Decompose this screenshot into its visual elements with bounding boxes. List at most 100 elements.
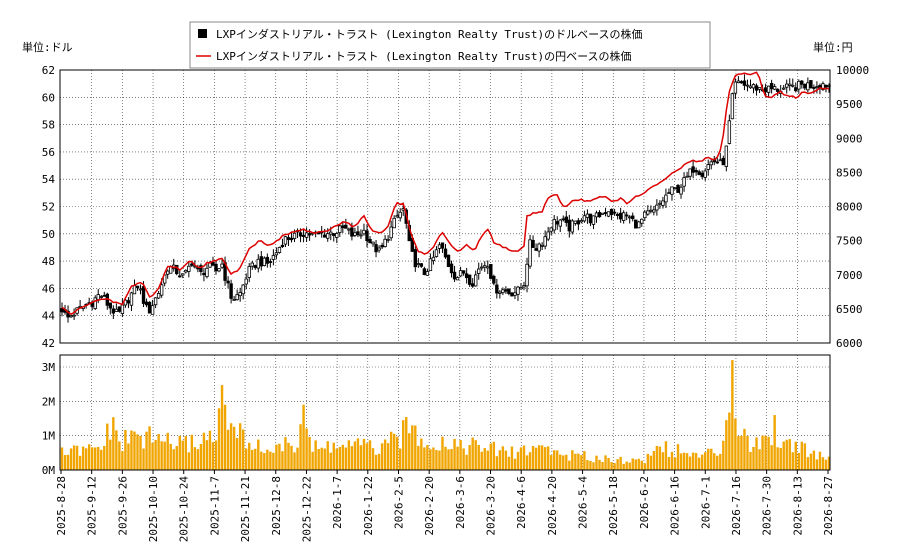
volume-bar	[127, 443, 130, 470]
candle-body	[147, 301, 152, 314]
volume-bar	[260, 451, 263, 470]
left-tick-label: 58	[42, 119, 55, 132]
volume-bar	[245, 448, 248, 470]
volume-axis-ticks: 0M 1M 2M 3M	[42, 361, 56, 477]
x-tick-label: 2026-3-20	[485, 476, 498, 536]
volume-bar	[344, 447, 348, 470]
volume-bar	[622, 463, 625, 470]
volume-bar	[574, 453, 577, 470]
volume-bar	[160, 441, 163, 470]
candle-body	[446, 254, 451, 267]
candle-body	[398, 211, 402, 219]
candle-body	[700, 172, 704, 177]
candle-body	[745, 84, 750, 87]
candle-body	[126, 300, 131, 304]
volume-bar	[257, 439, 260, 470]
volume-bar	[583, 451, 586, 470]
left-axis-ticks: 42 44 46 48 50 52 54 56 58 60 62	[42, 64, 56, 350]
volume-bar	[565, 454, 568, 470]
candle-body	[612, 211, 617, 214]
candle-body	[123, 299, 128, 306]
candle-body	[66, 310, 70, 318]
volume-bar	[734, 418, 737, 470]
candle-body	[588, 213, 593, 224]
candle-body	[525, 263, 529, 287]
candle-body	[96, 294, 100, 300]
candle-body	[329, 231, 333, 235]
volume-bar	[716, 455, 719, 470]
candle-body	[102, 294, 106, 297]
candle-body	[788, 83, 792, 86]
candle-body	[431, 256, 436, 262]
volume-bar	[740, 435, 743, 470]
volume-bar	[788, 439, 791, 470]
candle-body	[748, 85, 753, 89]
volume-bar	[586, 460, 589, 470]
candle-body	[205, 267, 209, 278]
volume-bar	[592, 462, 595, 470]
candle-body	[600, 212, 605, 215]
volume-bar	[196, 449, 200, 470]
volume-bar	[386, 443, 390, 470]
candle-body	[540, 244, 544, 247]
candle-body	[561, 218, 565, 221]
candle-body	[307, 233, 312, 236]
volume-bar	[118, 441, 121, 470]
x-tick-label: 2025-9-12	[86, 476, 99, 536]
x-tick-label: 2026-4-20	[546, 476, 559, 536]
volume-bar	[311, 451, 314, 470]
volume-bar	[643, 463, 646, 470]
candle-body	[564, 216, 568, 223]
candle-body	[144, 301, 149, 306]
candle-body	[229, 283, 233, 299]
candle-body	[184, 269, 188, 273]
candle-body	[244, 278, 248, 285]
x-tick-label: 2025-10-24	[178, 476, 191, 543]
candle-body	[718, 159, 722, 162]
volume-bar	[193, 447, 197, 470]
volume-bar	[507, 456, 511, 470]
x-tick-label: 2026-8-27	[822, 476, 835, 536]
candle-body	[510, 292, 514, 297]
volume-bar	[803, 443, 807, 470]
candle-body	[434, 249, 439, 257]
x-tick-label: 2026-8-13	[791, 476, 804, 536]
volume-bar	[504, 450, 508, 470]
volume-bar	[546, 446, 550, 470]
candle-body	[631, 215, 635, 220]
volume-bar	[688, 456, 692, 470]
candle-body	[111, 308, 116, 314]
x-tick-label: 2026-2-5	[392, 476, 405, 529]
candle-body	[187, 265, 191, 272]
candle-body	[178, 275, 182, 278]
candle-body	[268, 261, 273, 263]
candle-body	[117, 306, 122, 312]
volume-bar	[571, 450, 574, 470]
volume-bar	[710, 448, 713, 470]
volume-bar	[604, 455, 607, 470]
candle-body	[652, 209, 656, 213]
volume-bar	[652, 451, 656, 470]
price-panel: 42 44 46 48 50 52 54 56 58 60 62 6000 6500 7000 7500 8…	[42, 64, 869, 350]
volume-bar	[761, 435, 764, 470]
volume-bar	[305, 428, 308, 470]
left-tick-label: 62	[42, 64, 55, 77]
candle-body	[132, 285, 137, 295]
right-tick-label: 8000	[836, 201, 863, 214]
volume-bar	[254, 448, 257, 470]
volume-bar	[462, 448, 465, 470]
candle-body	[238, 292, 242, 297]
volume-bar	[543, 447, 547, 470]
candle-body	[682, 177, 686, 187]
right-tick-label: 7000	[836, 269, 863, 282]
right-tick-label: 9500	[836, 98, 863, 111]
volume-bar	[69, 448, 73, 470]
candle-body	[736, 80, 741, 84]
candle-body	[190, 263, 194, 266]
volume-bar	[707, 448, 710, 470]
candle-body	[335, 233, 339, 238]
candle-body	[791, 84, 795, 87]
volume-panel-frame	[59, 354, 831, 471]
volume-tick-label: 3M	[42, 361, 56, 374]
